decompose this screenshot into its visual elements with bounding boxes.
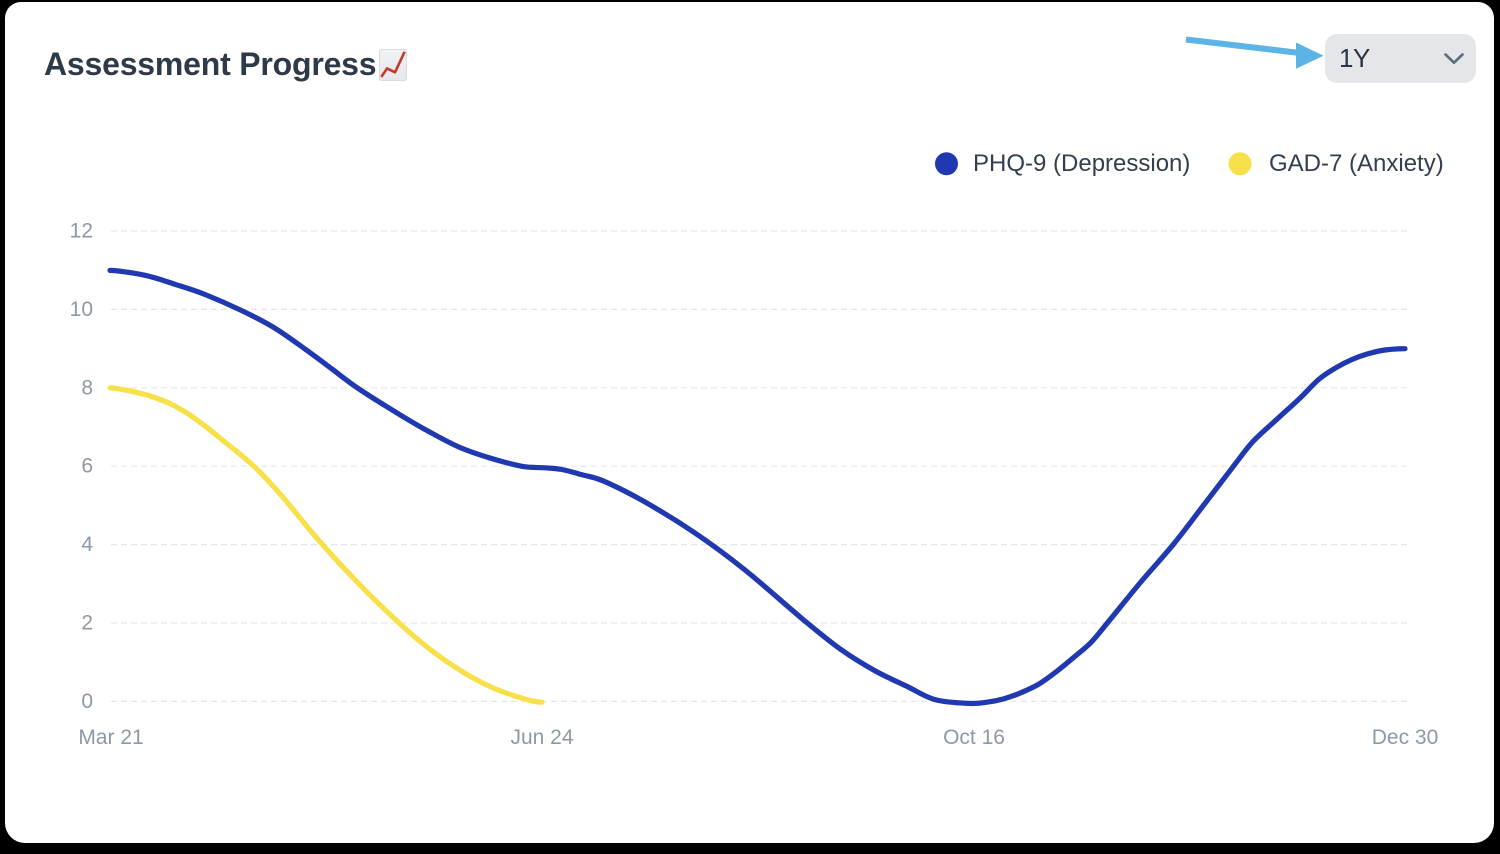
svg-text:4: 4 — [81, 533, 93, 556]
svg-text:Jun 24: Jun 24 — [510, 726, 573, 749]
svg-text:1Y: 1Y — [1339, 43, 1370, 73]
svg-text:Mar 21: Mar 21 — [78, 726, 143, 749]
svg-text:GAD-7 (Anxiety): GAD-7 (Anxiety) — [1269, 150, 1444, 177]
svg-text:Assessment Progress: Assessment Progress — [44, 46, 376, 82]
svg-text:Oct 16: Oct 16 — [943, 726, 1005, 749]
svg-text:10: 10 — [70, 298, 93, 321]
svg-text:2: 2 — [81, 612, 93, 635]
svg-text:Dec 30: Dec 30 — [1372, 726, 1439, 749]
svg-text:PHQ-9 (Depression): PHQ-9 (Depression) — [973, 150, 1190, 177]
svg-text:0: 0 — [81, 690, 93, 713]
svg-text:12: 12 — [70, 220, 93, 243]
svg-text:6: 6 — [81, 455, 93, 478]
svg-text:8: 8 — [81, 376, 93, 399]
